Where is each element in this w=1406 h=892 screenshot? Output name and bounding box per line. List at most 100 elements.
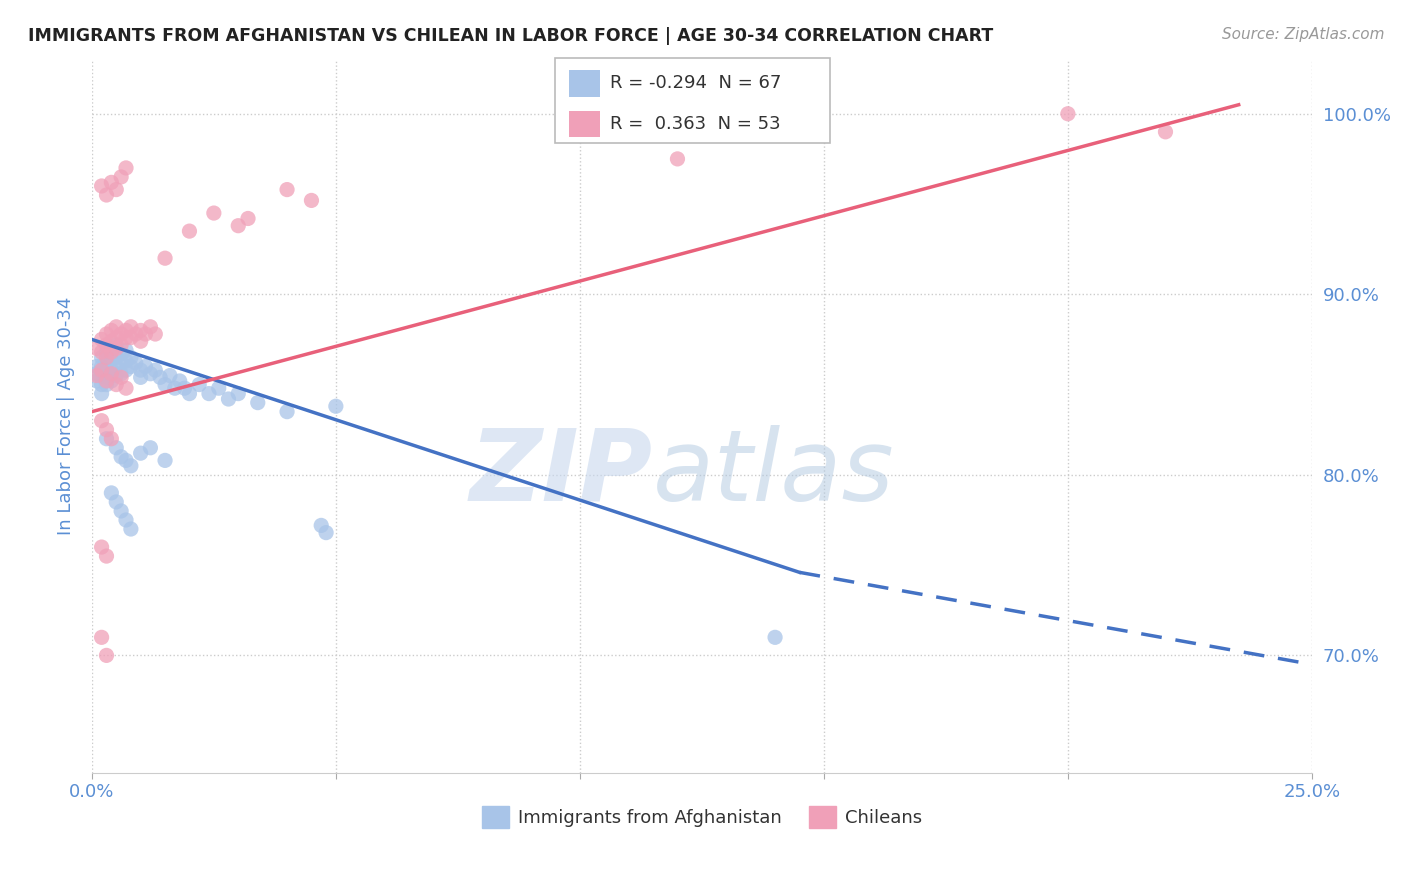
Point	[90, 333, 112, 347]
Point	[163, 381, 186, 395]
Point	[120, 319, 142, 334]
Point	[143, 363, 166, 377]
Point	[115, 381, 138, 395]
Point	[110, 504, 132, 518]
Point	[115, 453, 138, 467]
Point	[100, 175, 122, 189]
Point	[105, 319, 128, 334]
Point	[208, 381, 231, 395]
Point	[96, 370, 118, 384]
Point	[276, 183, 298, 197]
Point	[325, 399, 347, 413]
Point	[115, 354, 138, 368]
Point	[120, 351, 142, 365]
Point	[149, 370, 172, 384]
Point	[86, 367, 108, 381]
Point	[96, 188, 118, 202]
Legend: Immigrants from Afghanistan, Chileans: Immigrants from Afghanistan, Chileans	[475, 798, 929, 835]
Point	[115, 331, 138, 345]
Y-axis label: In Labor Force | Age 30-34: In Labor Force | Age 30-34	[58, 297, 75, 535]
Point	[115, 323, 138, 337]
Point	[125, 326, 148, 341]
Point	[96, 345, 118, 359]
Point	[100, 334, 122, 349]
Point	[105, 331, 128, 345]
Point	[105, 342, 128, 356]
Point	[96, 351, 118, 365]
Point	[115, 161, 138, 175]
Point	[100, 367, 122, 381]
Point	[188, 377, 211, 392]
Point	[139, 319, 162, 334]
Point	[105, 338, 128, 352]
Point	[96, 356, 118, 370]
Point	[105, 368, 128, 383]
Point	[86, 342, 108, 356]
Point	[100, 363, 122, 377]
Point	[143, 326, 166, 341]
Point	[1057, 107, 1080, 121]
Text: atlas: atlas	[652, 425, 894, 522]
Point	[159, 368, 181, 383]
Point	[86, 368, 108, 383]
Point	[218, 392, 240, 406]
Point	[96, 432, 118, 446]
Point	[129, 363, 152, 377]
Point	[110, 326, 132, 341]
Point	[105, 495, 128, 509]
Point	[125, 356, 148, 370]
Point	[100, 486, 122, 500]
Point	[105, 377, 128, 392]
Point	[100, 432, 122, 446]
Point	[110, 169, 132, 184]
Text: ZIP: ZIP	[470, 425, 652, 522]
Point	[90, 377, 112, 392]
Point	[90, 363, 112, 377]
Point	[105, 183, 128, 197]
Point	[169, 374, 191, 388]
Point	[179, 386, 201, 401]
Point	[110, 367, 132, 381]
Point	[96, 363, 118, 377]
Point	[86, 359, 108, 374]
Point	[153, 251, 176, 265]
Point	[115, 513, 138, 527]
Point	[90, 351, 112, 365]
Point	[90, 414, 112, 428]
Point	[115, 363, 138, 377]
Point	[198, 386, 221, 401]
Point	[153, 453, 176, 467]
Point	[100, 323, 122, 337]
Point	[110, 370, 132, 384]
Point	[226, 386, 249, 401]
Point	[96, 326, 118, 341]
Point	[135, 359, 157, 374]
Point	[139, 441, 162, 455]
Point	[100, 352, 122, 367]
Point	[105, 359, 128, 374]
Point	[120, 522, 142, 536]
Point	[226, 219, 249, 233]
Point	[90, 359, 112, 374]
Point	[129, 334, 152, 349]
Point	[90, 345, 112, 359]
Point	[110, 338, 132, 352]
Point	[120, 331, 142, 345]
Point	[139, 367, 162, 381]
Point	[153, 377, 176, 392]
Point	[90, 368, 112, 383]
Point	[96, 648, 118, 663]
Point	[105, 351, 128, 365]
Point	[246, 395, 269, 409]
Point	[90, 540, 112, 554]
Point	[173, 381, 195, 395]
Point	[90, 178, 112, 193]
Point	[179, 224, 201, 238]
Point	[100, 374, 122, 388]
Point	[120, 359, 142, 374]
Point	[301, 194, 323, 208]
Point	[110, 450, 132, 464]
Point	[666, 152, 689, 166]
Point	[96, 374, 118, 388]
Point	[96, 549, 118, 563]
